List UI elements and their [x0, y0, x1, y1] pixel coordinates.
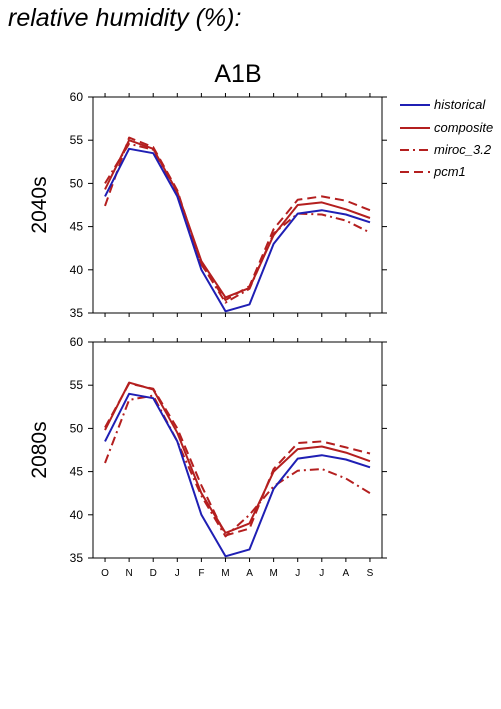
y-tick-label: 35 — [70, 306, 84, 320]
y-tick-label: 40 — [70, 263, 84, 277]
x-tick-label: A — [246, 568, 253, 579]
x-tick-label: O — [101, 568, 109, 579]
legend-label-pcm1: pcm1 — [433, 164, 466, 179]
x-tick-label: A — [343, 568, 350, 579]
series-line-pcm1 — [104, 136, 371, 301]
panel-2040s: 35 40 45 50 55 60 2040s — [28, 90, 387, 320]
x-tick-label: D — [150, 568, 157, 579]
panel-label: 2080s — [28, 421, 51, 478]
y-tick-label: 45 — [70, 220, 84, 234]
y-tick-label: 45 — [70, 465, 84, 479]
x-tick-label: F — [198, 568, 204, 579]
legend-label-historical: historical — [434, 97, 486, 112]
y-tick-label: 55 — [70, 378, 84, 392]
plot-frame — [92, 341, 383, 559]
y-tick-label: 60 — [70, 335, 84, 349]
panel-2080s: 35 40 45 50 55 60 O N D J F M A M J J A S 2080s — [28, 335, 387, 579]
y-tick-label: 40 — [70, 508, 84, 522]
x-tick-label: S — [367, 568, 374, 579]
series-line-pcm1 — [104, 382, 371, 537]
series-line-composite — [104, 139, 371, 299]
x-tick-label: M — [269, 568, 277, 579]
y-tick-label: 55 — [70, 133, 84, 147]
series-line-historical — [104, 392, 371, 558]
x-tick-label: J — [175, 568, 180, 579]
plot-frame — [92, 96, 383, 314]
series-line-miroc-3-2 — [104, 142, 371, 304]
y-tick-label: 50 — [70, 421, 84, 435]
x-tick-label: M — [221, 568, 229, 579]
series-line-miroc-3-2 — [104, 394, 371, 538]
x-tick-label: N — [126, 568, 133, 579]
legend: historical composite miroc_3.2 pcm1 — [400, 97, 493, 179]
series-line-historical — [104, 147, 371, 313]
panel-label: 2040s — [28, 176, 51, 233]
page-title: relative humidity (%): — [8, 4, 242, 32]
y-tick-label: 60 — [70, 90, 84, 104]
y-tick-label: 50 — [70, 176, 84, 190]
scenario-label: A1B — [214, 60, 261, 88]
legend-label-composite: composite — [434, 120, 493, 135]
y-tick-label: 35 — [70, 551, 84, 565]
x-tick-label: J — [295, 568, 300, 579]
x-tick-label: J — [319, 568, 324, 579]
series-line-composite — [104, 381, 371, 534]
legend-label-miroc: miroc_3.2 — [434, 142, 492, 157]
